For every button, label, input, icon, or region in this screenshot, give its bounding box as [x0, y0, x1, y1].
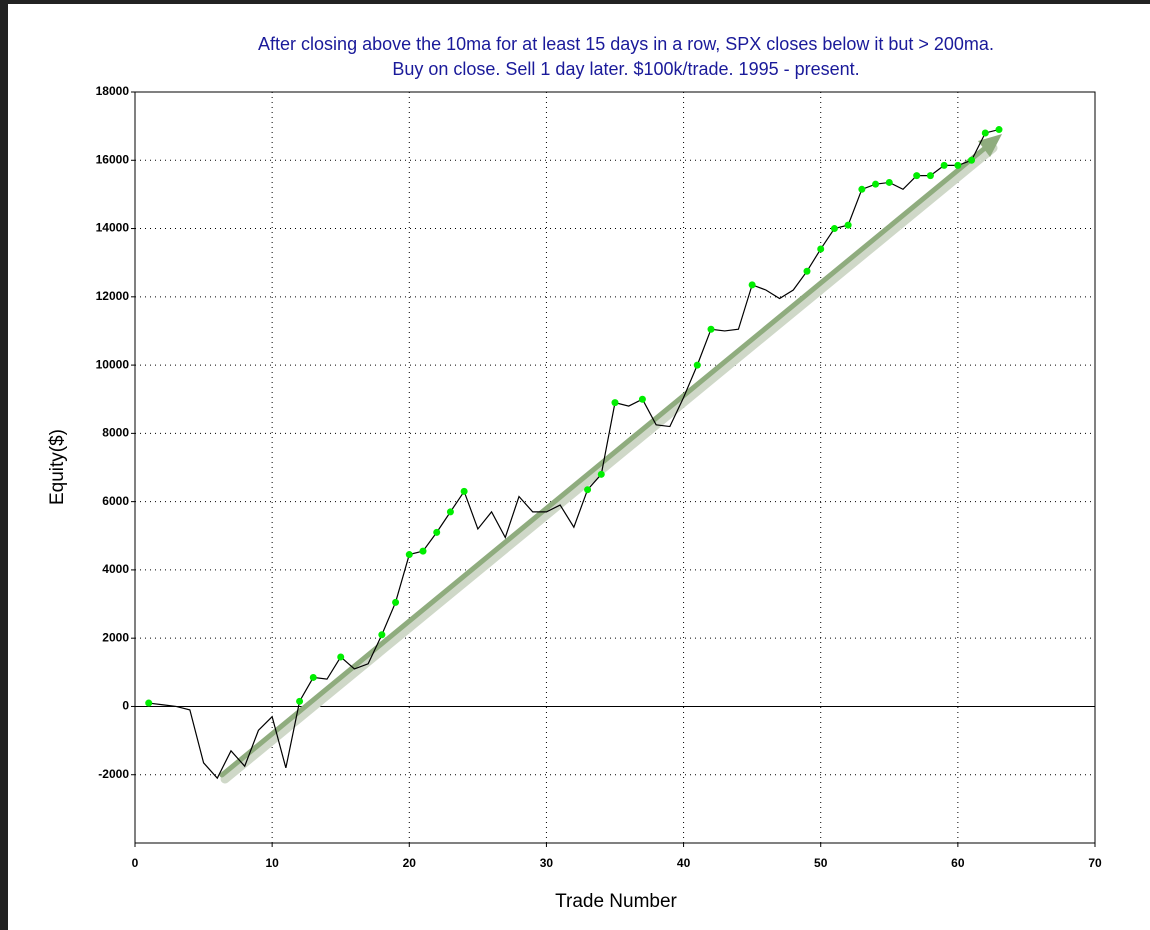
window-border [0, 0, 8, 930]
trade-marker [597, 470, 605, 478]
trade-marker [872, 180, 880, 188]
trade-marker [817, 245, 825, 253]
trade-marker [707, 325, 715, 333]
trade-marker [309, 673, 317, 681]
x-tick-label: 40 [677, 856, 691, 870]
trade-marker [844, 221, 852, 229]
trade-marker [611, 399, 619, 407]
x-tick-label: 20 [403, 856, 417, 870]
trade-marker [378, 631, 386, 639]
x-tick-label: 50 [814, 856, 828, 870]
trend-arrow [219, 134, 1002, 784]
trade-marker [584, 486, 592, 494]
trade-marker [885, 178, 893, 186]
trade-marker [940, 161, 948, 169]
y-tick-label: 12000 [96, 289, 130, 303]
x-axis-label: Trade Number [555, 891, 677, 912]
trade-marker [419, 547, 427, 555]
trade-marker [145, 699, 153, 707]
trade-marker [460, 487, 468, 495]
chart-subtitle: Buy on close. Sell 1 day later. $100k/tr… [392, 59, 859, 79]
y-tick-label: 8000 [102, 426, 129, 440]
y-tick-label: 18000 [96, 84, 130, 98]
trade-marker [638, 395, 646, 403]
y-tick-label: -2000 [98, 767, 129, 781]
trade-marker [337, 653, 345, 661]
x-tick-label: 0 [132, 856, 139, 870]
trade-marker [858, 185, 866, 193]
chart-title: After closing above the 10ma for at leas… [258, 34, 994, 54]
trade-marker [995, 126, 1003, 134]
x-tick-label: 70 [1088, 856, 1102, 870]
trade-marker [803, 267, 811, 275]
y-tick-label: 0 [122, 699, 129, 713]
y-axis-label: Equity($) [47, 429, 68, 505]
trade-marker [296, 697, 304, 705]
trade-marker [392, 598, 400, 606]
trade-marker [968, 156, 976, 164]
trade-marker [830, 225, 838, 233]
x-tick-label: 30 [540, 856, 554, 870]
equity-line [148, 128, 1000, 780]
trade-marker [433, 528, 441, 536]
window-border [0, 0, 1150, 4]
trade-marker [926, 172, 934, 180]
trade-marker [913, 172, 921, 180]
trade-marker [954, 161, 962, 169]
y-tick-label: 10000 [96, 357, 130, 371]
y-tick-label: 6000 [102, 494, 129, 508]
x-tick-label: 60 [951, 856, 965, 870]
trade-marker [748, 281, 756, 289]
y-tick-label: 14000 [96, 221, 130, 235]
trade-marker [693, 361, 701, 369]
y-tick-label: 16000 [96, 152, 130, 166]
trade-marker [405, 551, 413, 559]
y-tick-label: 2000 [102, 630, 129, 644]
trade-marker [446, 508, 454, 516]
x-tick-label: 10 [265, 856, 279, 870]
trade-marker [981, 129, 989, 137]
y-tick-label: 4000 [102, 562, 129, 576]
